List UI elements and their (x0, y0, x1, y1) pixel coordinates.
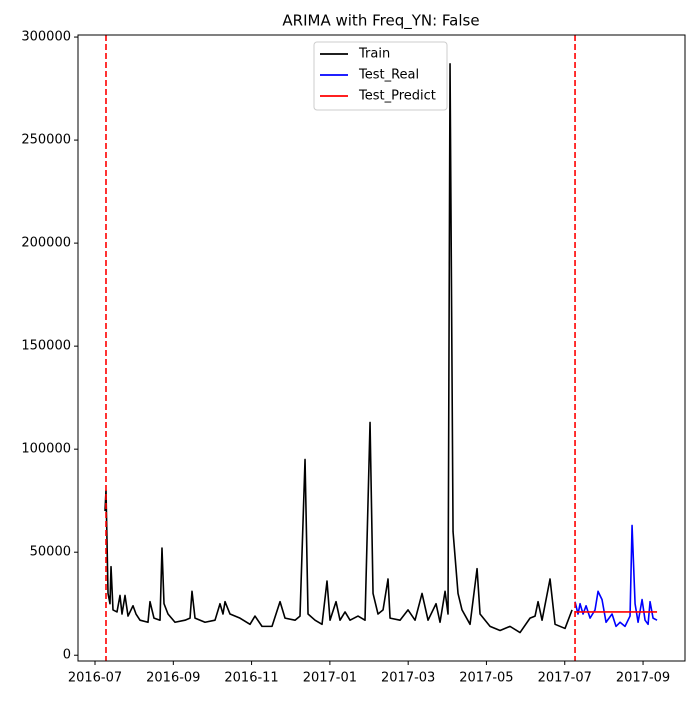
series-line (574, 524, 658, 628)
x-tick-label: 2017-07 (538, 671, 592, 686)
x-tick-label: 2016-07 (68, 671, 122, 686)
y-tick-label: 100000 (21, 442, 71, 457)
y-tick-label: 150000 (21, 339, 71, 354)
x-tick-label: 2017-05 (459, 671, 513, 686)
y-tick-label: 200000 (21, 236, 71, 251)
y-tick-label: 300000 (21, 30, 71, 45)
legend-label: Test_Predict (358, 89, 436, 104)
y-tick-label: 50000 (30, 545, 71, 560)
legend-label: Train (358, 47, 390, 62)
x-tick-label: 2016-09 (146, 671, 200, 686)
x-tick-label: 2017-09 (616, 671, 670, 686)
x-tick-label: 2017-01 (303, 671, 357, 686)
y-tick-label: 0 (63, 648, 71, 663)
legend-box (313, 41, 448, 111)
y-tick-label: 250000 (21, 133, 71, 148)
x-tick-label: 2017-03 (381, 671, 435, 686)
legend-label: Test_Real (358, 68, 419, 83)
series-line (104, 63, 573, 634)
x-tick-label: 2016-11 (224, 671, 278, 686)
chart-title: ARIMA with Freq_YN: False (282, 12, 479, 31)
plot-frame (77, 34, 686, 662)
